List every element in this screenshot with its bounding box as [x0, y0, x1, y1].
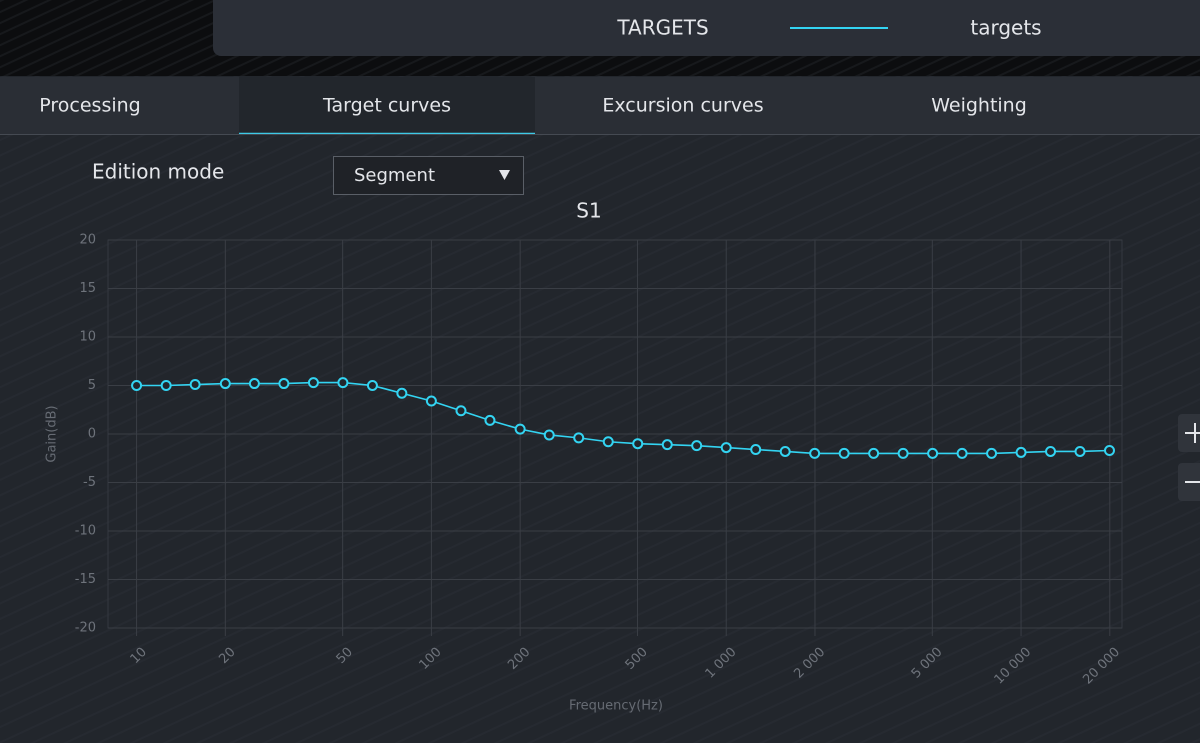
- data-point[interactable]: [189, 379, 201, 391]
- tab-label[interactable]: Processing: [39, 95, 140, 117]
- data-point[interactable]: [1045, 445, 1057, 457]
- active-tab[interactable]: [239, 77, 535, 134]
- data-point[interactable]: [278, 378, 290, 390]
- data-point[interactable]: [750, 444, 762, 456]
- tab-label[interactable]: Target curves: [322, 95, 451, 117]
- data-point[interactable]: [927, 447, 939, 459]
- data-point[interactable]: [248, 378, 260, 390]
- data-point[interactable]: [160, 380, 172, 391]
- data-point[interactable]: [956, 447, 968, 459]
- data-point[interactable]: [1074, 445, 1086, 457]
- data-point[interactable]: [868, 447, 880, 459]
- data-point[interactable]: [720, 442, 732, 454]
- data-point[interactable]: [219, 378, 231, 390]
- data-point[interactable]: [337, 377, 349, 389]
- y-tick-label: 20: [79, 233, 96, 248]
- data-point[interactable]: [1015, 446, 1027, 458]
- tab-bar: [0, 77, 1200, 134]
- y-tick-label: 0: [88, 427, 96, 442]
- y-tick-label: 15: [79, 281, 96, 296]
- data-point[interactable]: [131, 380, 143, 391]
- edition-mode-label: Edition mode: [92, 160, 224, 184]
- y-tick-label: -15: [75, 572, 96, 587]
- data-point[interactable]: [425, 395, 437, 407]
- data-point[interactable]: [632, 438, 644, 450]
- zoom-in-icon[interactable]: [1185, 423, 1200, 443]
- data-point[interactable]: [602, 436, 614, 448]
- data-point[interactable]: [455, 405, 467, 417]
- data-point[interactable]: [838, 447, 850, 459]
- header-panel: [213, 0, 1200, 56]
- series-line: [136, 381, 1110, 455]
- data-point[interactable]: [366, 380, 378, 391]
- y-tick-label: -5: [83, 475, 96, 490]
- tab-label[interactable]: Excursion curves: [602, 95, 763, 117]
- chart-title: S1: [576, 199, 601, 223]
- data-point[interactable]: [897, 447, 909, 459]
- select-box[interactable]: [333, 156, 524, 195]
- select-value[interactable]: Segment: [354, 165, 435, 186]
- data-point[interactable]: [661, 439, 673, 451]
- data-point[interactable]: [1103, 444, 1115, 456]
- header-title: TARGETS: [616, 16, 708, 40]
- y-tick-label: 5: [88, 378, 96, 393]
- data-point[interactable]: [779, 445, 791, 457]
- data-point[interactable]: [809, 447, 821, 459]
- data-point[interactable]: [307, 377, 319, 389]
- legend-label: targets: [970, 16, 1041, 40]
- data-point[interactable]: [514, 423, 526, 435]
- data-point[interactable]: [986, 447, 998, 459]
- y-tick-label: 10: [79, 330, 96, 345]
- data-point[interactable]: [484, 414, 496, 426]
- y-tick-label: -10: [75, 524, 96, 539]
- data-point[interactable]: [543, 429, 555, 441]
- y-tick-label: -20: [75, 621, 96, 636]
- x-axis-label: Frequency(Hz): [569, 699, 663, 714]
- data-point[interactable]: [691, 440, 703, 452]
- select-arrow[interactable]: [499, 170, 510, 180]
- data-point[interactable]: [573, 432, 585, 444]
- tab-label[interactable]: Weighting: [931, 95, 1027, 117]
- data-point[interactable]: [396, 387, 408, 399]
- y-axis-label: Gain(dB): [45, 405, 60, 462]
